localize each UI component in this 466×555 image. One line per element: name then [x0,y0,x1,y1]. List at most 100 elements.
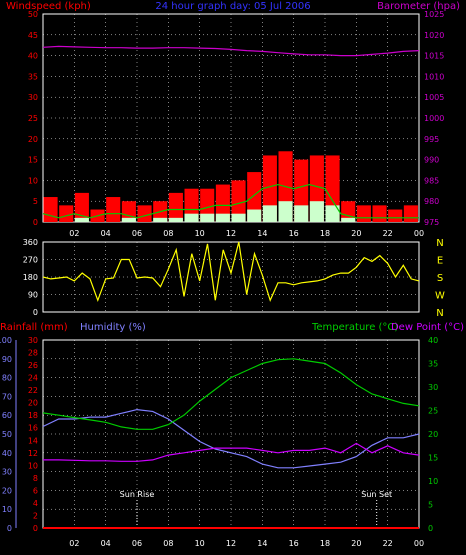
temperature-x-tick-label: 06 [132,539,142,548]
dewpoint-line [43,442,420,462]
rainfall-tick-label: 12 [28,449,38,458]
rainfall-tick-label: 2 [33,511,38,520]
compass-label: N [436,308,443,319]
compass-label: E [437,256,443,267]
temperature-x-tick-label: 22 [383,539,393,548]
temperature-tick-label: 30 [428,383,438,392]
temperature-tick-label: 10 [428,477,438,486]
rainfall-axis-title: Rainfall (mm) [0,322,68,333]
wind-low-bar [231,213,246,222]
temperature-tick-label: 40 [428,336,438,345]
wind-x-tick-label: 00 [414,229,424,238]
dewpoint-axis-title: Dew Point (°C) [391,322,464,333]
direction-tick-label: 0 [33,308,38,317]
rainfall-tick-label: 24 [28,374,38,383]
wind-x-tick-label: 04 [101,229,111,238]
sun-marker-label: Sun Set [361,490,392,499]
wind-low-bar [325,205,340,222]
rainfall-tick-label: 0 [33,524,38,533]
wind-x-tick-label: 16 [289,229,299,238]
direction-tick-label: 90 [28,291,38,300]
wind-low-bar [153,217,168,222]
humidity-tick-label: 40 [2,449,12,458]
barometer-line [42,45,420,57]
humidity-tick-label: 60 [2,411,12,420]
wind-gust-bar [106,197,121,222]
temperature-axes: 0102030405060708090100024681012141618202… [0,336,438,548]
wind-tick-label: 40 [28,52,38,61]
rainfall-tick-label: 18 [28,411,38,420]
barometer-tick-label: 990 [424,156,439,165]
humidity-tick-label: 0 [7,524,12,533]
rainfall-tick-label: 28 [28,349,38,358]
wind-axes: 0510152025303540455097598098599099510001… [28,10,445,238]
temperature-tick-label: 20 [428,430,438,439]
wind-low-bar [121,217,136,222]
compass-label: N [436,238,443,249]
barometer-tick-label: 980 [424,197,439,206]
wind-x-tick-label: 10 [195,229,205,238]
wind-x-tick-label: 08 [163,229,173,238]
rainfall-tick-label: 20 [28,399,38,408]
wind-low-bar [168,217,183,222]
wind-average-line [42,183,419,219]
barometer-tick-label: 1015 [424,52,444,61]
temperature-line [42,358,420,430]
humidity-tick-label: 100 [0,336,12,345]
chart-title: 24 hour graph day: 05 Jul 2006 [155,1,310,12]
temperature-x-tick-label: 02 [69,539,79,548]
direction-axes: 0 N 90 W 180 S 270 E 360 N [23,238,445,319]
wind-x-tick-label: 18 [320,229,330,238]
temperature-x-tick-label: 10 [195,539,205,548]
temperature-x-tick-label: 00 [414,539,424,548]
wind-x-tick-label: 14 [257,229,267,238]
temperature-x-tick-label: 12 [226,539,236,548]
wind-tick-label: 5 [33,197,38,206]
rainfall-tick-label: 22 [28,386,38,395]
humidity-tick-label: 50 [2,430,12,439]
wind-low-bar [278,201,293,222]
wind-tick-label: 50 [28,10,38,19]
barometer-tick-label: 995 [424,135,439,144]
wind-low-bar [200,213,215,222]
wind-x-tick-label: 02 [69,229,79,238]
wind-low-bar [74,217,89,222]
temperature-tick-label: 5 [428,501,433,510]
direction-tick-label: 360 [23,238,38,247]
wind-x-tick-label: 12 [226,229,236,238]
wind-x-tick-label: 06 [132,229,142,238]
wind-gust-bar [356,205,371,222]
humidity-tick-label: 70 [2,392,12,401]
temperature-x-tick-label: 04 [101,539,111,548]
wind-barometer-panel: Windspeed (kph) 24 hour graph day: 05 Ju… [6,1,460,238]
wind-gust-bar [137,205,152,222]
wind-tick-label: 15 [28,156,38,165]
wind-gust-bar [168,192,183,222]
humidity-tick-label: 80 [2,374,12,383]
wind-grid [43,13,420,223]
wind-gust-bar [372,205,387,222]
direction-tick-label: 180 [23,273,38,282]
rainfall-tick-label: 26 [28,361,38,370]
wind-axis-title: Windspeed (kph) [6,1,91,12]
wind-gust-bar [59,205,74,222]
temperature-panel: Rainfall (mm) Humidity (%) Temperature (… [0,322,464,548]
sun-marker-label: Sun Rise [120,490,155,499]
barometer-tick-label: 1000 [424,114,444,123]
wind-direction-line [42,241,420,303]
humidity-tick-label: 10 [2,505,12,514]
temperature-tick-label: 0 [428,524,433,533]
rainfall-tick-label: 4 [33,499,38,508]
direction-grid [43,241,420,313]
temperature-series [42,358,420,529]
wind-tick-label: 10 [28,176,38,185]
barometer-tick-label: 1025 [424,10,444,19]
wind-low-bar [247,209,262,222]
humidity-tick-label: 90 [2,355,12,364]
wind-tick-label: 35 [28,72,38,81]
temperature-x-tick-label: 20 [351,539,361,548]
wind-tick-label: 45 [28,31,38,40]
temperature-x-tick-label: 18 [320,539,330,548]
wind-gust-bar [403,205,418,222]
